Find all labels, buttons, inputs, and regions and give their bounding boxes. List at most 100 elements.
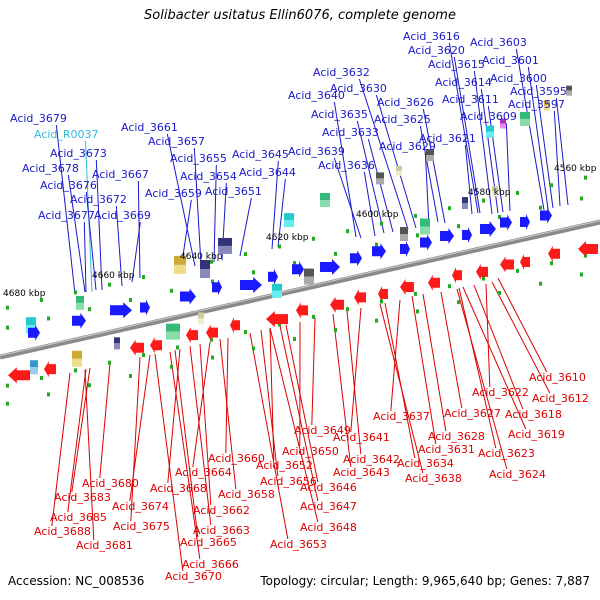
- gene-label-acid_3619: Acid_3619: [508, 428, 565, 441]
- feature-boxes: [26, 85, 572, 375]
- gene-label-acid_3674: Acid_3674: [112, 500, 169, 513]
- gene-label-acid_3616: Acid_3616: [403, 30, 460, 43]
- leader-line-acid_3631: [411, 295, 437, 445]
- gene-label-acid_r0037: Acid_R0037: [34, 128, 99, 141]
- forward-gene-arrow: [268, 268, 278, 285]
- tick-mark: [74, 368, 77, 373]
- gene-label-acid_3640: Acid_3640: [288, 89, 345, 102]
- gene-arrows: [8, 207, 598, 384]
- leader-line-acid_3645: [271, 160, 279, 250]
- tick-mark: [88, 307, 91, 312]
- scale-label: 4580 kbp: [468, 188, 511, 198]
- gene-label-acid_3648: Acid_3648: [300, 521, 357, 534]
- leader-line-acid_3669: [131, 221, 141, 283]
- tick-mark: [47, 392, 50, 397]
- forward-gene-arrow: [500, 214, 512, 231]
- leader-line-acid_3676: [85, 191, 97, 291]
- leader-line-acid_3632: [358, 78, 409, 230]
- tick-mark: [550, 261, 553, 266]
- feature-box-shade: [566, 90, 572, 96]
- gene-label-acid_3654: Acid_3654: [180, 170, 237, 183]
- gene-label-acid_3635: Acid_3635: [311, 108, 368, 121]
- gene-label-acid_3680: Acid_3680: [82, 477, 139, 490]
- gene-label-acid_3651: Acid_3651: [205, 185, 262, 198]
- feature-box-shade: [376, 178, 384, 185]
- feature-box: [166, 323, 180, 332]
- feature-box-shade: [198, 318, 204, 325]
- gene-label-acid_3622: Acid_3622: [472, 386, 529, 399]
- accession-text: Accession: NC_008536: [8, 574, 145, 588]
- gene-label-acid_3659: Acid_3659: [145, 187, 202, 200]
- feature-box: [218, 237, 232, 246]
- feature-box: [500, 118, 506, 124]
- leader-line-acid_3627: [440, 291, 463, 409]
- tick-mark: [482, 198, 485, 203]
- gene-label-acid_3631: Acid_3631: [418, 443, 475, 456]
- tick-mark: [498, 214, 501, 219]
- leader-line-acid_3679: [55, 124, 76, 295]
- tick-mark: [211, 355, 214, 360]
- tick-mark: [457, 224, 460, 229]
- gene-label-acid_3677: Acid_3677: [38, 209, 95, 222]
- gene-label-acid_3630: Acid_3630: [330, 82, 387, 95]
- tick-mark: [293, 337, 296, 342]
- leader-line-acid_3660: [225, 337, 229, 454]
- forward-gene-arrow: [440, 228, 454, 244]
- tick-mark: [584, 175, 587, 180]
- forward-gene-arrow: [28, 324, 40, 341]
- leader-line-acid_3658: [219, 338, 237, 490]
- forward-gene-arrow: [212, 279, 222, 296]
- feature-box-shade: [76, 302, 84, 310]
- gene-label-acid_3653: Acid_3653: [270, 538, 327, 551]
- leader-line-acid_3634: [384, 302, 416, 459]
- leader-line-acid_3649: [311, 317, 316, 426]
- leader-line-acid_3615: [473, 70, 493, 215]
- tick-mark: [334, 251, 337, 256]
- gene-label-acid_3645: Acid_3645: [232, 148, 289, 161]
- reverse-gene-arrow: [150, 337, 162, 354]
- gene-label-acid_3644: Acid_3644: [239, 166, 296, 179]
- tick-mark: [40, 376, 43, 380]
- reverse-gene-arrow: [186, 327, 198, 344]
- tick-mark: [210, 337, 213, 342]
- forward-gene-arrow: [540, 207, 552, 224]
- tick-mark: [142, 275, 145, 280]
- leader-line-acid_3661: [166, 133, 196, 267]
- feature-box: [462, 197, 468, 204]
- reverse-gene-arrow: [400, 279, 414, 295]
- tick-mark: [448, 206, 451, 211]
- reverse-gene-arrow: [548, 245, 560, 262]
- leader-line-acid_3653: [249, 332, 289, 540]
- tick-mark: [539, 205, 542, 210]
- gene-label-acid_3685: Acid_3685: [50, 511, 107, 524]
- tick-mark: [312, 314, 315, 319]
- reverse-gene-arrow: [296, 302, 308, 319]
- feature-box: [320, 193, 330, 200]
- feature-box-shade: [320, 200, 330, 207]
- feature-box-shade: [174, 264, 186, 274]
- gene-label-acid_3612: Acid_3612: [532, 392, 589, 405]
- tick-mark: [293, 261, 296, 266]
- feature-box-shade: [272, 290, 282, 298]
- reverse-gene-arrow: [206, 324, 218, 341]
- leader-line-acid_3638: [379, 303, 424, 474]
- backbone-highlight: [0, 220, 600, 357]
- feature-box-shade: [400, 234, 408, 241]
- map-title: Solibacter usitatus Ellin6076, complete …: [144, 8, 456, 23]
- gene-label-acid_3662: Acid_3662: [193, 504, 250, 517]
- leader-line-acid_3622: [485, 283, 491, 388]
- forward-gene-arrow: [462, 227, 472, 244]
- gene-label-acid_3626: Acid_3626: [377, 96, 434, 109]
- leader-line-acid_3640: [333, 101, 357, 238]
- leader-line-acid_3636: [363, 171, 376, 237]
- leader-line-acid_3675: [130, 356, 141, 522]
- leader-line-acid_3600: [535, 84, 554, 209]
- reverse-gene-arrow: [378, 285, 388, 302]
- feature-box-shade: [500, 123, 506, 129]
- feature-box: [566, 85, 572, 91]
- tick-mark: [414, 213, 417, 218]
- leader-line-acid_3625: [419, 125, 439, 223]
- leader-line-acid_3668: [167, 348, 181, 484]
- forward-gene-arrow: [400, 241, 410, 257]
- feature-box-shade: [492, 191, 498, 197]
